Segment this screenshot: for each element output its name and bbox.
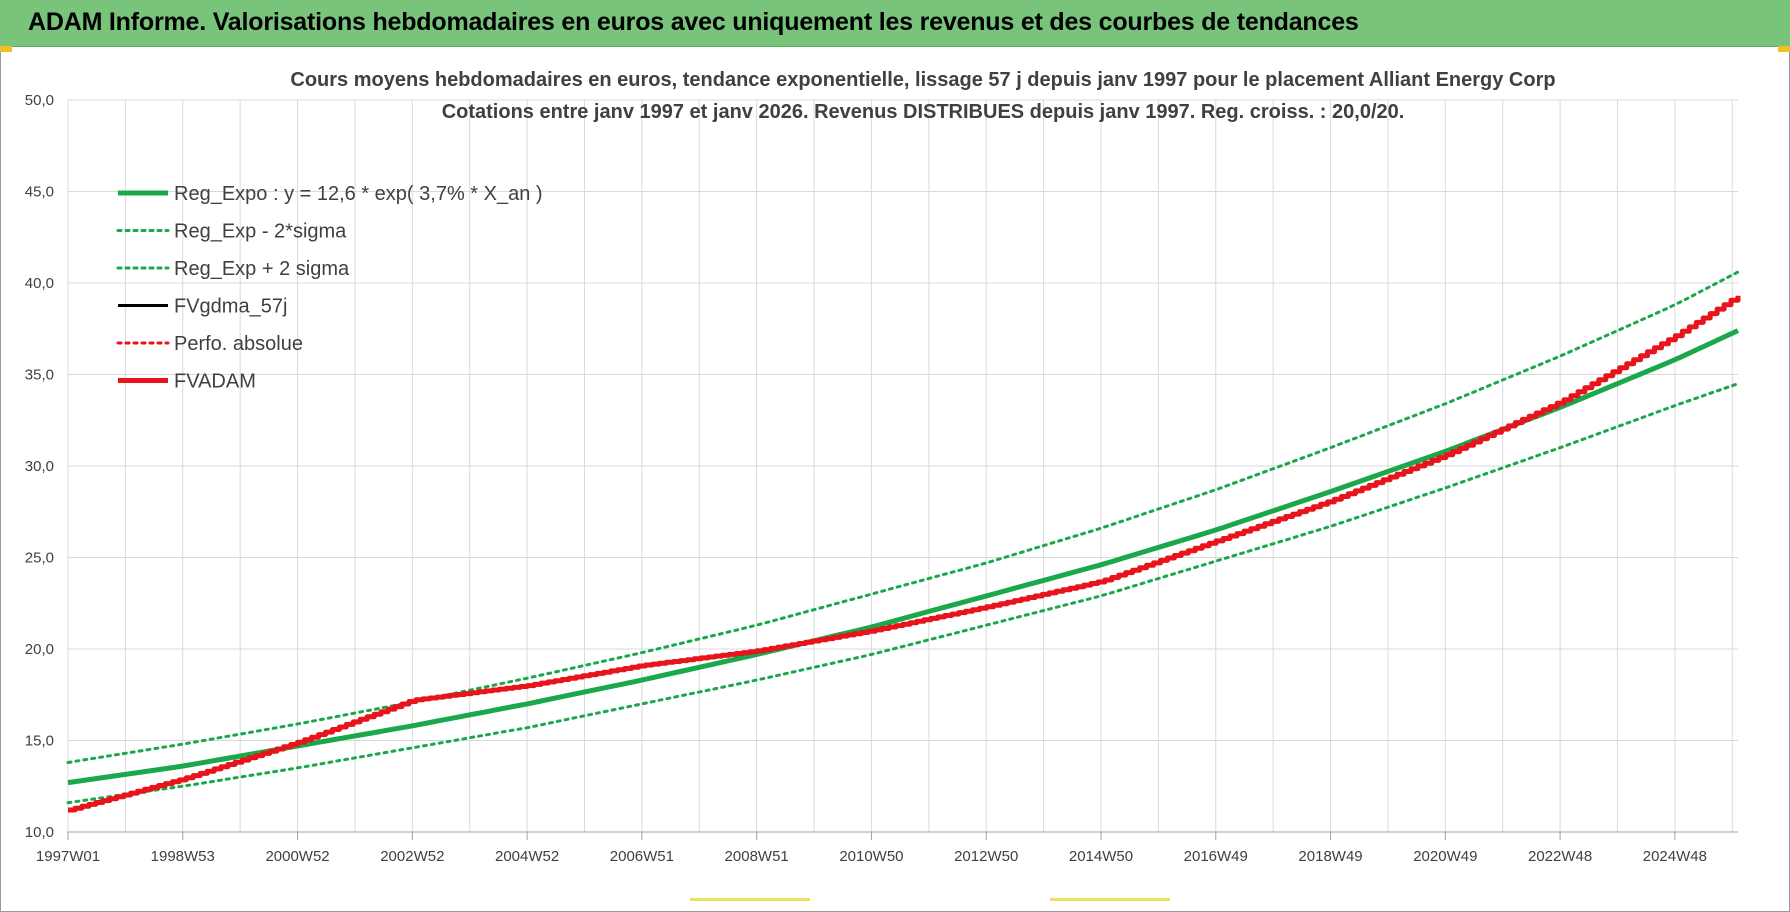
report-header: ADAM Informe. Valorisations hebdomadaire…	[0, 0, 1790, 47]
x-tick-label: 1997W01	[36, 848, 100, 865]
y-tick-label: 20,0	[25, 641, 54, 658]
x-tick-label: 1998W53	[151, 848, 215, 865]
y-tick-label: 45,0	[25, 184, 54, 201]
legend-label: Reg_Expo : y = 12,6 * exp( 3,7% * X_an )	[174, 183, 543, 205]
x-tick-label: 2012W50	[954, 848, 1018, 865]
series-line-1	[66, 382, 1740, 805]
y-tick-label: 35,0	[25, 367, 54, 384]
series-line-0	[67, 328, 1740, 786]
legend-label: Perfo. absolue	[174, 333, 303, 355]
x-tick-label: 2006W51	[610, 848, 674, 865]
x-tick-label: 2004W52	[495, 848, 559, 865]
y-tick-label: 50,0	[25, 92, 54, 109]
chart-subtitle: Cotations entre janv 1997 et janv 2026. …	[442, 101, 1405, 123]
x-tick-label: 2008W51	[725, 848, 789, 865]
legend-label: FVgdma_57j	[174, 296, 287, 318]
legend-label: Reg_Exp - 2*sigma	[174, 221, 347, 243]
y-tick-label: 10,0	[25, 824, 54, 841]
corner-mark	[0, 46, 12, 52]
line-chart: 10,0 15,0 20,0 25,0 30,0 35,0 40,0 45,0 50,0 1997…	[25, 69, 1741, 901]
series-line-5	[68, 295, 1741, 813]
y-tick-label: 25,0	[25, 550, 54, 567]
x-tick-label: 2022W48	[1528, 848, 1592, 865]
y-tick-label: 15,0	[25, 733, 54, 750]
legend-label: Reg_Exp + 2 sigma	[174, 258, 350, 280]
series-line-2	[66, 270, 1740, 764]
x-tick-label: 2020W49	[1413, 848, 1477, 865]
chart-title: Cours moyens hebdomadaires en euros, ten…	[290, 69, 1555, 91]
legend-label: FVADAM	[174, 371, 256, 393]
x-tick-label: 2014W50	[1069, 848, 1133, 865]
x-tick-label: 2018W49	[1298, 848, 1362, 865]
bottom-mark	[690, 898, 810, 901]
y-tick-label: 30,0	[25, 458, 54, 475]
x-tick-label: 2016W49	[1184, 848, 1248, 865]
x-tick-label: 2000W52	[265, 848, 329, 865]
x-tick-label: 2002W52	[380, 848, 444, 865]
bottom-mark	[1050, 898, 1170, 901]
y-tick-label: 40,0	[25, 275, 54, 292]
x-tick-label: 2024W48	[1643, 848, 1707, 865]
x-tick-label: 2010W50	[839, 848, 903, 865]
corner-mark	[1778, 46, 1790, 52]
report-title: ADAM Informe. Valorisations hebdomadaire…	[28, 8, 1359, 36]
